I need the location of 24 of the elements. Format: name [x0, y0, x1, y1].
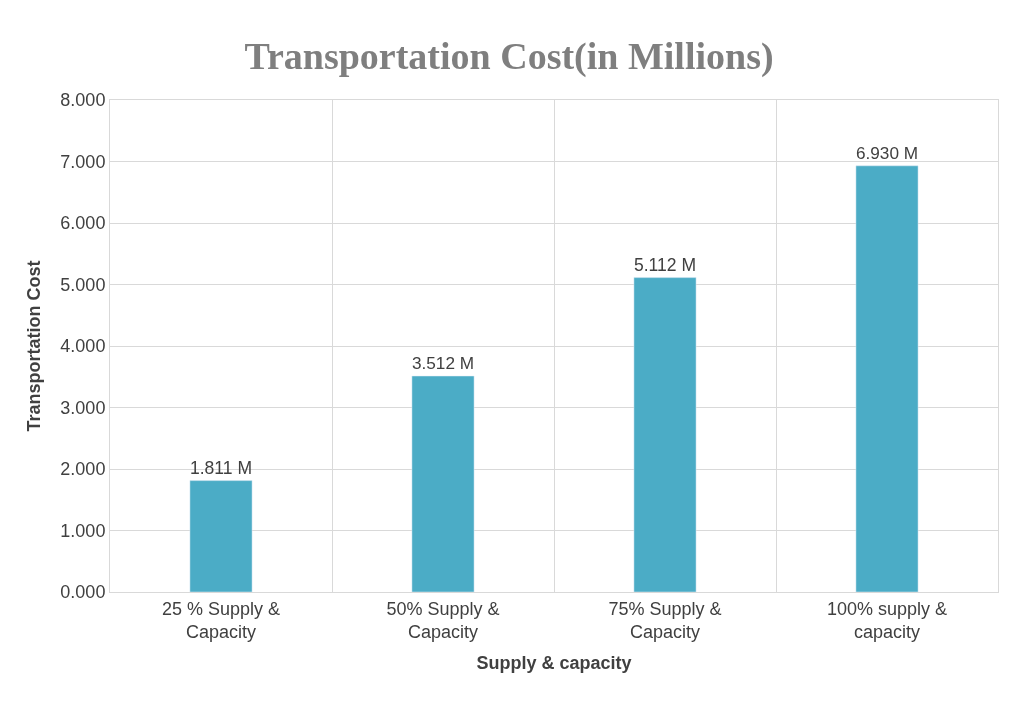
- bar: [411, 375, 475, 592]
- chart-title: Transportation Cost(in Millions): [244, 35, 774, 79]
- y-tick-label: 7.000: [60, 151, 106, 172]
- y-tick-label: 1.000: [60, 520, 106, 541]
- data-label: 6.930 M: [855, 142, 919, 163]
- bar: [633, 277, 697, 592]
- x-axis-title: Supply & capacity: [476, 653, 632, 674]
- y-tick-label: 0.000: [60, 582, 106, 603]
- y-tick-label: 5.000: [60, 274, 106, 295]
- y-tick-label: 8.000: [60, 90, 106, 111]
- x-tick-label: 25 % Supply & Capacity: [161, 598, 281, 642]
- bar: [189, 480, 253, 592]
- y-axis-title: Transportation Cost: [23, 260, 44, 432]
- x-tick-label: 50% Supply & Capacity: [386, 598, 500, 642]
- y-tick-label: 4.000: [60, 336, 106, 357]
- x-tick-label: 100% supply & capacity: [826, 598, 948, 642]
- data-label: 1.811 M: [189, 457, 253, 478]
- y-tick-label: 3.000: [60, 397, 106, 418]
- x-tick-label: 75% Supply & Capacity: [608, 598, 722, 642]
- y-tick-label: 2.000: [60, 459, 106, 480]
- data-label: 5.112 M: [633, 254, 697, 275]
- bar: [855, 165, 919, 592]
- data-label: 3.512 M: [411, 353, 475, 374]
- y-tick-label: 6.000: [60, 213, 106, 234]
